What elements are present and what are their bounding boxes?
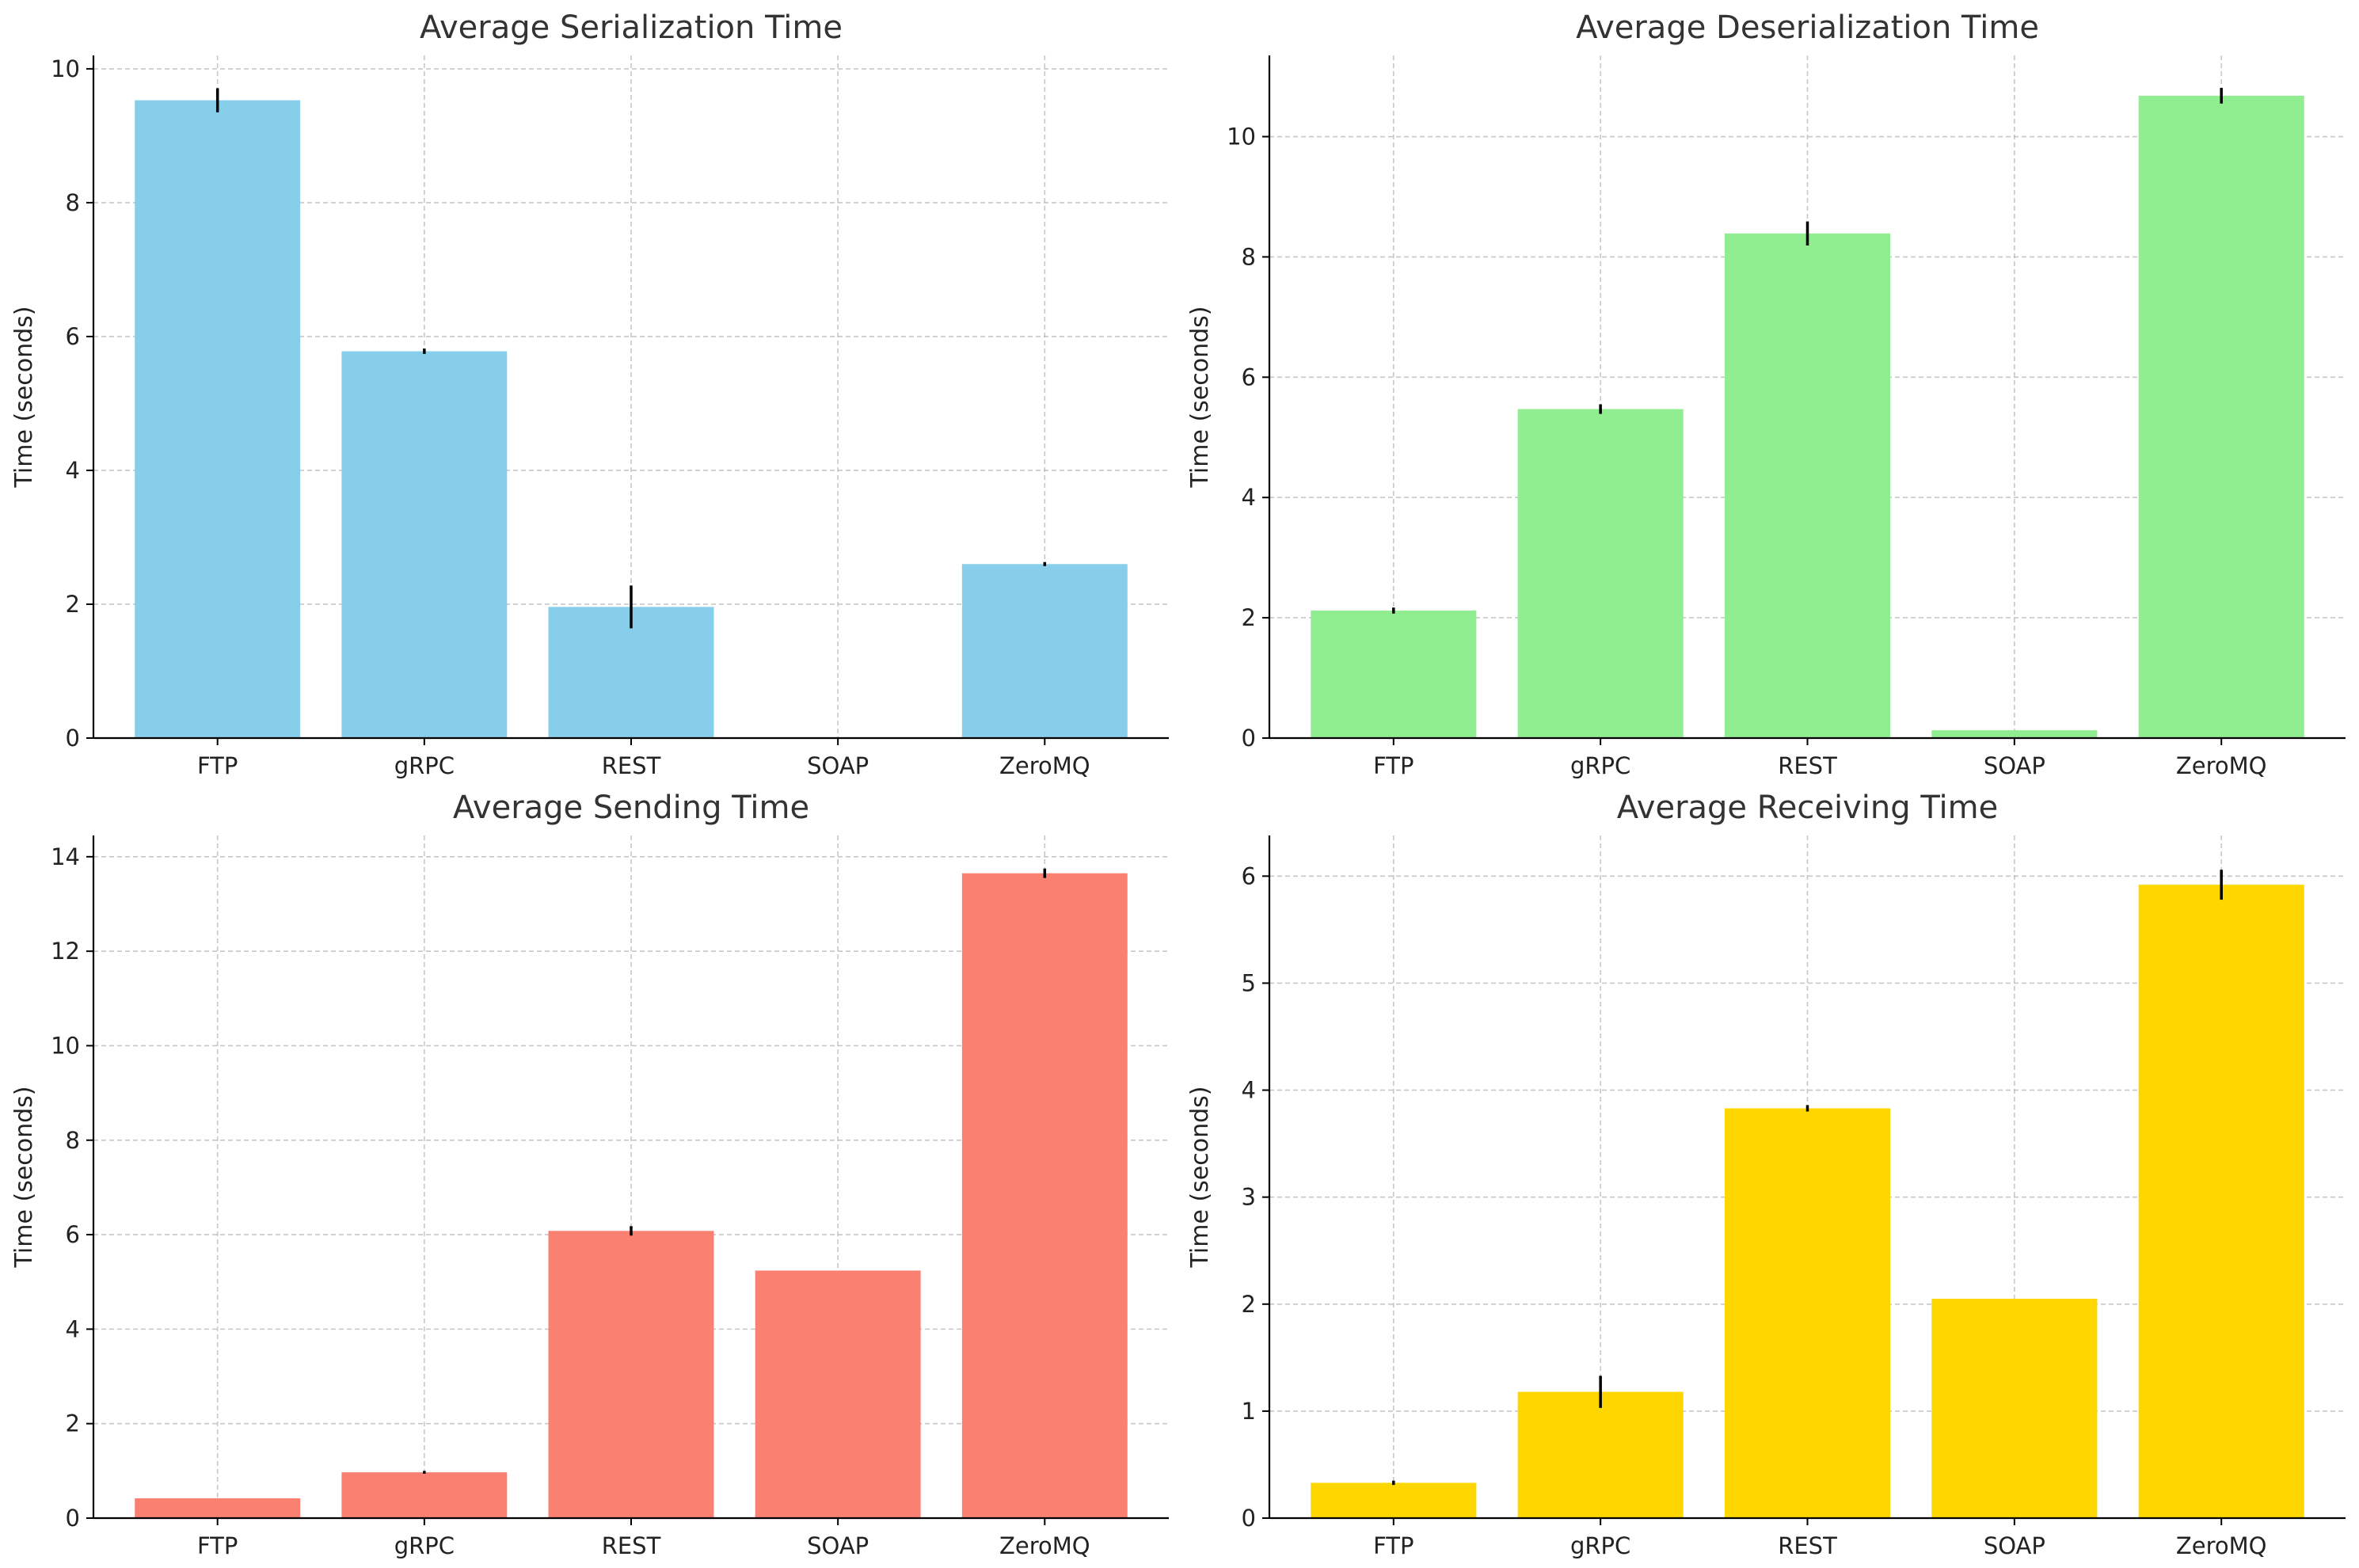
y-tick-label: 0 bbox=[66, 725, 80, 752]
y-tick-label: 5 bbox=[1242, 969, 1256, 996]
bar-FTP bbox=[135, 100, 301, 738]
bar-ZeroMQ bbox=[961, 873, 1128, 1518]
y-tick-label: 4 bbox=[1242, 1077, 1256, 1104]
y-tick-label: 8 bbox=[1242, 243, 1256, 270]
bar-SOAP bbox=[755, 1270, 921, 1518]
bar-FTP bbox=[1311, 610, 1477, 738]
bar-ZeroMQ bbox=[2138, 885, 2304, 1518]
x-tick-label: gRPC bbox=[394, 752, 455, 779]
y-tick-label: 10 bbox=[51, 55, 80, 82]
y-tick-label: 8 bbox=[66, 189, 80, 216]
bar-FTP bbox=[135, 1498, 301, 1518]
y-tick-label: 6 bbox=[66, 323, 80, 350]
y-tick-label: 4 bbox=[1242, 484, 1256, 511]
x-tick-label: SOAP bbox=[1984, 752, 2045, 779]
y-tick-label: 0 bbox=[66, 1505, 80, 1532]
x-tick-label: FTP bbox=[197, 752, 238, 779]
y-tick-label: 2 bbox=[66, 591, 80, 618]
y-tick-label: 2 bbox=[66, 1410, 80, 1437]
y-axis-label: Time (seconds) bbox=[10, 306, 38, 489]
bar-gRPC bbox=[1517, 409, 1684, 738]
chart-panel-4: 0 1 2 3 4 5 6 FTP gRPC REST SOAP ZeroMQ Average Rece… bbox=[1186, 790, 2346, 1559]
bar-REST bbox=[1724, 233, 1891, 738]
y-tick-label: 14 bbox=[51, 843, 80, 870]
x-tick-label: REST bbox=[602, 1532, 661, 1559]
chart-panel-3: 0 2 4 6 8 10 12 14 FTP gRPC REST SOAP ZeroMQ Average … bbox=[10, 790, 1169, 1559]
y-tick-label: 10 bbox=[1227, 124, 1256, 150]
x-tick-label: ZeroMQ bbox=[2176, 1532, 2267, 1559]
y-tick-label: 3 bbox=[1242, 1184, 1256, 1211]
x-tick-label: REST bbox=[602, 752, 661, 779]
chart-panel-2: 0 2 4 6 8 10 FTP gRPC REST SOAP ZeroMQ Average Dese… bbox=[1186, 10, 2346, 779]
y-tick-label: 6 bbox=[1242, 363, 1256, 390]
bar-ZeroMQ bbox=[2138, 95, 2304, 738]
bar-gRPC bbox=[341, 1472, 508, 1518]
y-tick-label: 6 bbox=[66, 1221, 80, 1248]
x-tick-label: REST bbox=[1778, 1532, 1837, 1559]
x-tick-label: SOAP bbox=[807, 752, 869, 779]
x-tick-label: FTP bbox=[1373, 1532, 1413, 1559]
y-tick-label: 12 bbox=[51, 938, 80, 965]
y-tick-label: 1 bbox=[1242, 1398, 1256, 1425]
chart-title: Average Deserialization Time bbox=[1576, 10, 2039, 46]
bar-REST bbox=[548, 607, 714, 738]
chart-title: Average Serialization Time bbox=[420, 10, 843, 46]
chart-title: Average Receiving Time bbox=[1617, 790, 1998, 826]
bar-gRPC bbox=[1517, 1391, 1684, 1518]
y-tick-label: 10 bbox=[51, 1032, 80, 1059]
chart-panel-1: 0 2 4 6 8 10 FTP gRPC REST SOAP ZeroMQ Average Seri… bbox=[10, 10, 1169, 779]
x-tick-label: SOAP bbox=[1984, 1532, 2045, 1559]
bar-SOAP bbox=[1931, 1299, 2098, 1518]
y-tick-label: 0 bbox=[1242, 1505, 1256, 1532]
x-tick-label: SOAP bbox=[807, 1532, 869, 1559]
y-axis-label: Time (seconds) bbox=[1186, 1087, 1214, 1269]
y-axis-label: Time (seconds) bbox=[1186, 306, 1214, 489]
y-tick-label: 4 bbox=[66, 1315, 80, 1342]
y-tick-label: 8 bbox=[66, 1127, 80, 1154]
bar-SOAP bbox=[1931, 730, 2098, 738]
y-tick-label: 2 bbox=[1242, 604, 1256, 631]
x-tick-label: ZeroMQ bbox=[999, 1532, 1090, 1559]
x-tick-label: ZeroMQ bbox=[2176, 752, 2267, 779]
bar-FTP bbox=[1311, 1482, 1477, 1518]
bar-REST bbox=[1724, 1108, 1891, 1518]
y-tick-label: 4 bbox=[66, 457, 80, 484]
x-tick-label: gRPC bbox=[1570, 752, 1630, 779]
chart-title: Average Sending Time bbox=[453, 790, 809, 826]
bar-ZeroMQ bbox=[961, 564, 1128, 738]
x-tick-label: ZeroMQ bbox=[999, 752, 1090, 779]
bar-gRPC bbox=[341, 351, 508, 738]
bar-REST bbox=[548, 1231, 714, 1518]
y-tick-label: 0 bbox=[1242, 725, 1256, 752]
y-tick-label: 2 bbox=[1242, 1291, 1256, 1318]
x-tick-label: gRPC bbox=[394, 1532, 455, 1559]
x-tick-label: FTP bbox=[1373, 752, 1413, 779]
y-tick-label: 6 bbox=[1242, 862, 1256, 889]
x-tick-label: gRPC bbox=[1570, 1532, 1630, 1559]
x-tick-label: REST bbox=[1778, 752, 1837, 779]
y-axis-label: Time (seconds) bbox=[10, 1087, 38, 1269]
x-tick-label: FTP bbox=[197, 1532, 238, 1559]
